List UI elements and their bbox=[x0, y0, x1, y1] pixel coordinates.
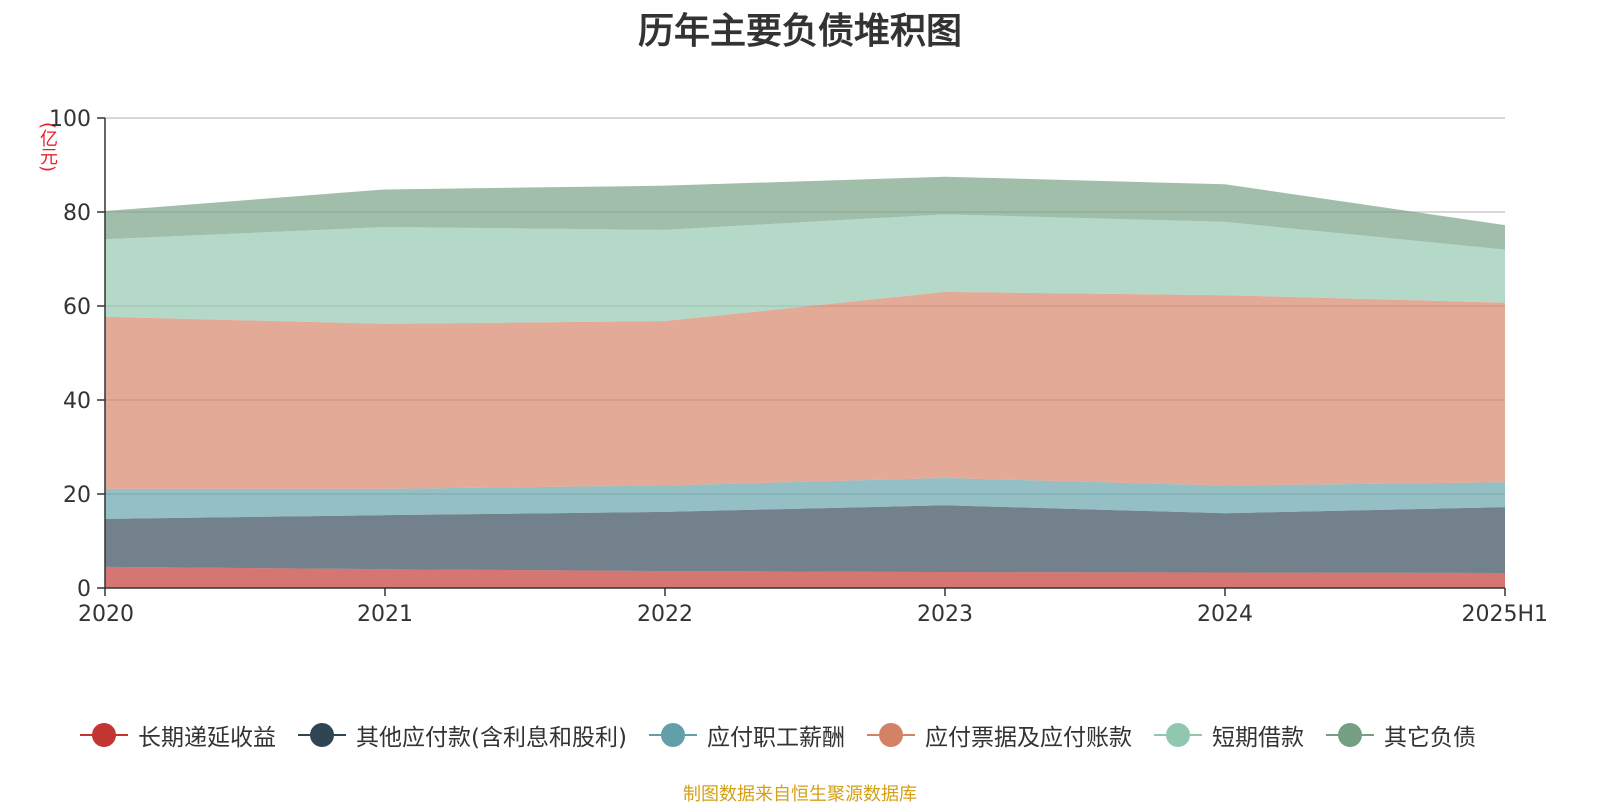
legend-swatch-icon bbox=[298, 720, 346, 750]
legend-label: 短期借款 bbox=[1211, 725, 1304, 751]
y-tick-label: 0 bbox=[77, 577, 91, 602]
legend-swatch-icon bbox=[648, 720, 697, 750]
legend-item-4[interactable]: 应付票据及应付账款 bbox=[866, 718, 1132, 752]
area-series-4 bbox=[105, 291, 1505, 489]
y-tick-label: 80 bbox=[63, 201, 91, 226]
legend-swatch-icon bbox=[1153, 720, 1202, 750]
legend-item-1[interactable]: 长期递延收益 bbox=[80, 718, 276, 752]
y-tick-label: 20 bbox=[63, 483, 91, 508]
x-tick-label: 2022 bbox=[637, 602, 693, 627]
legend-item-3[interactable]: 应付职工薪酬 bbox=[648, 718, 845, 752]
y-tick-label: 60 bbox=[63, 295, 91, 320]
legend-label: 长期递延收益 bbox=[138, 725, 276, 751]
area-series bbox=[105, 176, 1505, 588]
area-series-3 bbox=[105, 478, 1505, 519]
area-series-1 bbox=[105, 566, 1505, 588]
axes: 0 20 40 60 80 100 2020 2021 2022 2023 2024 2025H1 bbox=[49, 107, 1548, 627]
x-tick-label: 2020 bbox=[78, 602, 134, 627]
source-note: 制图数据来自恒生聚源数据库 bbox=[683, 784, 917, 805]
legend-label: 应付票据及应付账款 bbox=[924, 725, 1132, 751]
legend-label: 应付职工薪酬 bbox=[706, 725, 845, 751]
x-tick-label: 2023 bbox=[917, 602, 973, 627]
chart-title: 历年主要负债堆积图 bbox=[637, 11, 962, 52]
x-tick-label: 2025H1 bbox=[1461, 602, 1548, 627]
legend-label: 其他应付款(含利息和股利) bbox=[356, 725, 627, 751]
area-series-2 bbox=[105, 505, 1505, 573]
y-axis-unit-label: (亿元) bbox=[37, 122, 58, 173]
chart-legend: 长期递延收益 其他应付款(含利息和股利) 应付职工薪酬 应付票据及应付账款 短期借款 其它… bbox=[80, 718, 1540, 752]
legend-swatch-icon bbox=[80, 720, 128, 750]
x-tick-label: 2021 bbox=[357, 602, 413, 627]
area-series-5 bbox=[105, 214, 1505, 324]
legend-item-6[interactable]: 其它负债 bbox=[1325, 718, 1476, 752]
legend-item-5[interactable]: 短期借款 bbox=[1153, 718, 1304, 752]
legend-label: 其它负债 bbox=[1383, 725, 1476, 751]
area-series-6 bbox=[105, 176, 1505, 250]
y-tick-label: 40 bbox=[63, 389, 91, 414]
legend-swatch-icon bbox=[866, 720, 915, 750]
legend-swatch-icon bbox=[1325, 720, 1374, 750]
x-tick-label: 2024 bbox=[1197, 602, 1253, 627]
legend-item-2[interactable]: 其他应付款(含利息和股利) bbox=[298, 718, 627, 752]
y-tick-label: 100 bbox=[49, 107, 91, 132]
